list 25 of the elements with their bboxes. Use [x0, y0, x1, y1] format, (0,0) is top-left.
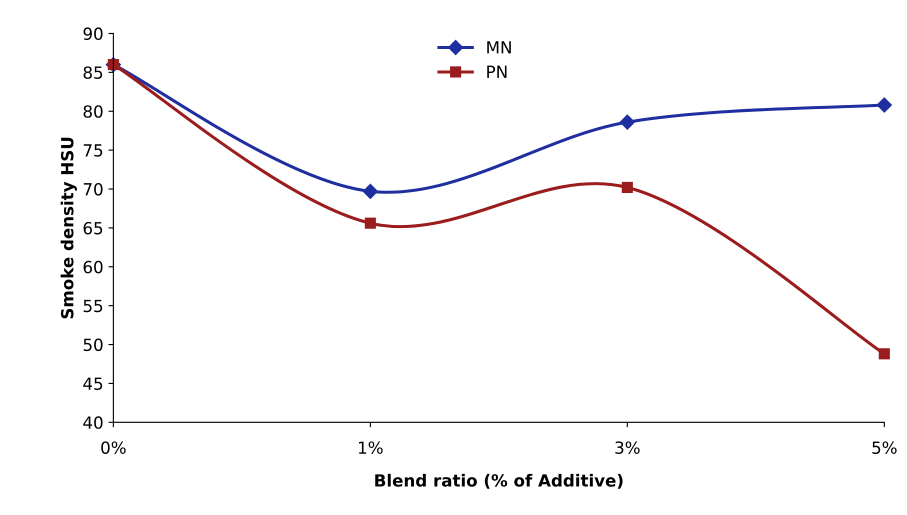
y-tick-label: 90 [83, 27, 103, 40]
point [620, 114, 635, 130]
y-tick-label: 65 [84, 222, 102, 234]
y-tick-label: 50 [84, 338, 103, 352]
y-tick-label: 70 [84, 182, 103, 196]
x-tick-label: 5% [872, 441, 897, 454]
legend-label: MN [487, 41, 511, 54]
x-tick-label: 0% [101, 441, 126, 454]
point [364, 218, 376, 229]
point [362, 184, 378, 199]
y-tick-label: 55 [84, 300, 102, 312]
y-tick-label: 80 [84, 105, 103, 118]
point [622, 182, 633, 194]
y-tick-label: 60 [84, 260, 103, 274]
x-axis-title: Blend ratio (% of Additive) [375, 474, 623, 489]
y-tick-label: 85 [84, 66, 102, 79]
x-tick-label: 1% [358, 441, 383, 454]
y-tick-label: 75 [84, 144, 102, 157]
legend-label: PN [487, 66, 507, 78]
x-tick-label: 3% [615, 441, 640, 454]
point [878, 348, 890, 360]
y-tick-label: 45 [83, 378, 102, 390]
y-tick-label: 40 [83, 416, 103, 429]
point [876, 97, 892, 113]
y-axis-title: Smoke density HSU [60, 138, 77, 318]
